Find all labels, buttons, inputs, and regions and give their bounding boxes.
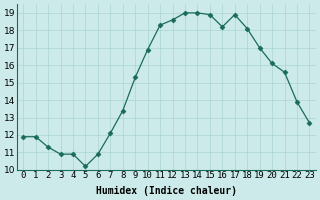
- X-axis label: Humidex (Indice chaleur): Humidex (Indice chaleur): [96, 186, 237, 196]
